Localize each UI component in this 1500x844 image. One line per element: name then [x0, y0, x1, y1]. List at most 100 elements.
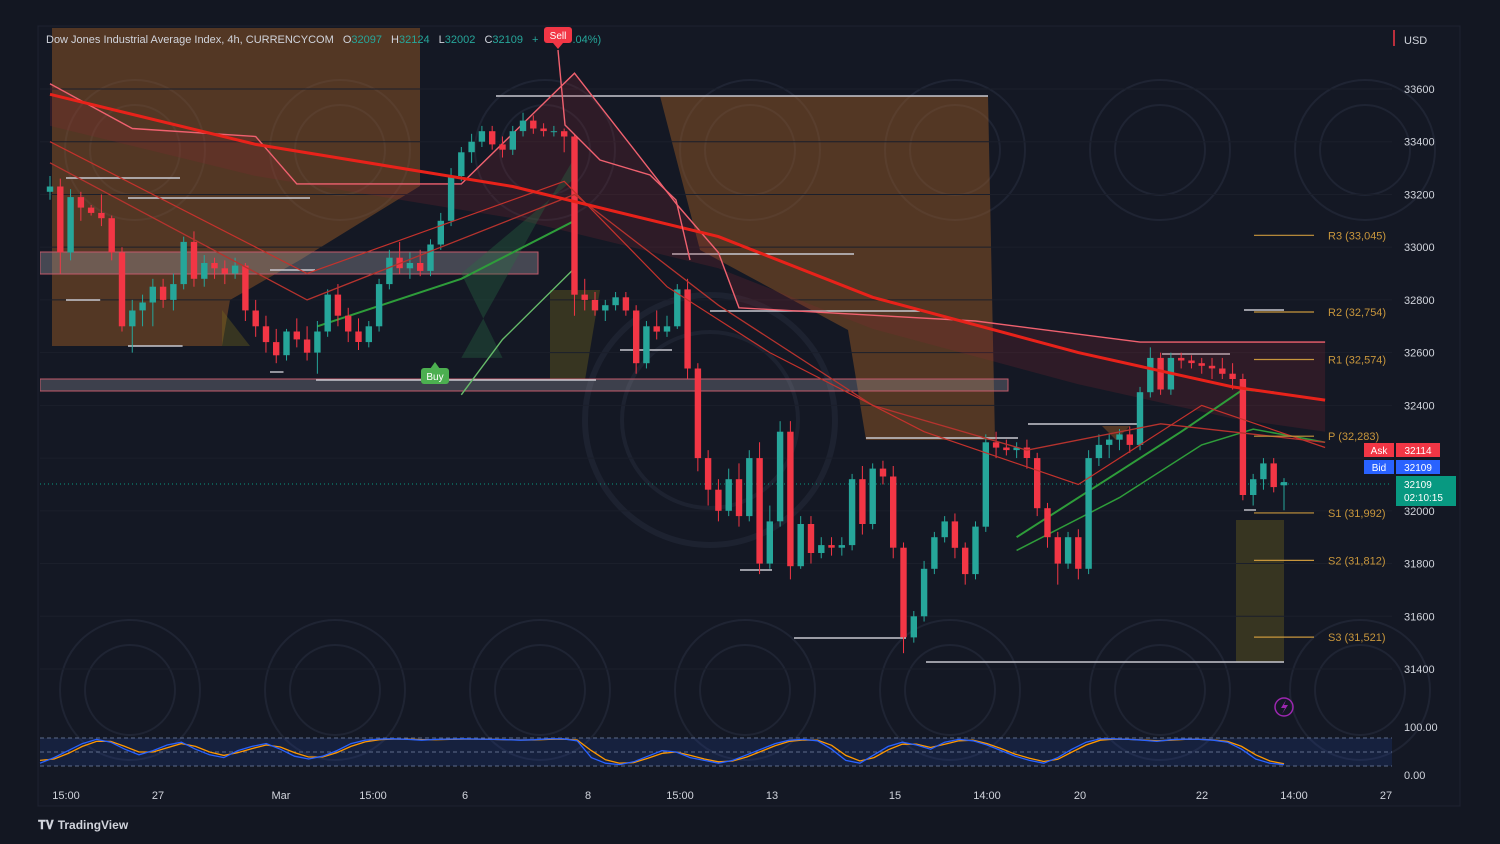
candle-body-38	[437, 220, 444, 245]
bid-tag: Bid 32109	[1364, 460, 1440, 474]
kill-zone-3	[1236, 520, 1284, 662]
candle-body-78	[848, 479, 856, 546]
candle-body-70	[766, 521, 773, 564]
green-ema-right-2	[1016, 428, 1326, 552]
candle-body-35	[406, 263, 414, 269]
watermark-seal-inner	[89, 104, 181, 196]
candle-body-76	[828, 545, 835, 548]
candle-body-74	[807, 524, 815, 553]
candle-body-0	[46, 186, 54, 192]
candle-body-100	[1075, 537, 1082, 569]
candle-body-64	[704, 458, 712, 490]
grid-layer	[40, 88, 1392, 670]
ask-label: Ask	[1371, 446, 1389, 457]
candle-body-111	[1188, 360, 1195, 364]
watermark-seal	[1289, 619, 1431, 761]
sell-signal[interactable]: Sell	[544, 27, 572, 49]
ema-slow-line	[49, 92, 1326, 402]
candle-body-102	[1095, 444, 1103, 459]
candle-body-96	[1034, 458, 1041, 509]
lightning-icon[interactable]	[1274, 697, 1294, 717]
watermark-seal-inner	[704, 104, 796, 196]
watermark-seal-inner	[494, 644, 586, 736]
watermark-seal	[1089, 619, 1231, 761]
candle-body-59	[653, 326, 660, 332]
time-tick-4: 6	[462, 790, 468, 802]
candle-body-93	[1003, 447, 1010, 451]
candle-body-27	[324, 294, 331, 332]
pivot-label-0: R3 (33,045)	[1328, 230, 1386, 242]
candle-body-13	[180, 241, 187, 285]
ask-value: 32114	[1404, 446, 1432, 457]
candle-body-77	[838, 545, 845, 548]
candle-body-80	[869, 468, 876, 524]
time-axis[interactable]: 15:00 27 Mar 15:00 6 8 15:00 13 15 14:00 20 22 14:00…	[52, 790, 1392, 802]
candle-body-16	[211, 263, 218, 269]
candle-body-71	[776, 431, 784, 522]
kill-zone-2	[550, 290, 600, 380]
candle-body-9	[139, 302, 146, 311]
candle-body-73	[797, 524, 804, 567]
candle-body-11	[159, 286, 167, 300]
candle-body-29	[345, 315, 352, 332]
candle-body-86	[931, 537, 938, 569]
candle-body-44	[499, 144, 506, 150]
price-tick-9: 31600	[1404, 611, 1435, 623]
ema-mid-line	[49, 162, 1326, 451]
candle-body-68	[746, 458, 753, 517]
price-tick-10: 31400	[1404, 664, 1435, 676]
tradingview-name: TradingView	[57, 818, 129, 832]
open-value: 32097	[351, 34, 382, 46]
pivot-label-2: R1 (32,574)	[1328, 354, 1386, 366]
candle-body-104	[1116, 434, 1123, 440]
candle-body-94	[1013, 447, 1020, 451]
tradingview-branding[interactable]: 𝐓𝐕 TradingView	[38, 818, 128, 833]
candle-body-115	[1229, 373, 1236, 379]
candle-body-54	[602, 305, 609, 311]
candle-body-5	[98, 212, 105, 219]
candle-body-120	[1280, 482, 1288, 486]
pivot-label-6: S3 (31,521)	[1328, 632, 1385, 644]
candle-body-28	[334, 294, 342, 316]
candle-body-101	[1085, 458, 1092, 569]
candle-body-91	[982, 442, 989, 527]
candle-body-57	[633, 310, 640, 364]
candle-body-45	[509, 131, 516, 150]
candle-body-58	[643, 326, 650, 364]
time-tick-8: 15	[889, 790, 901, 802]
price-axis[interactable]: 33600 33400 33200 33000 32800 32600 32400 32000…	[1404, 84, 1435, 676]
high-label: H	[391, 34, 399, 46]
change-percent: .04%)	[572, 34, 602, 46]
candle-body-47	[530, 120, 537, 129]
candle-body-51	[571, 136, 578, 295]
symbol-legend[interactable]: Dow Jones Industrial Average Index, 4h, …	[46, 34, 601, 46]
candle-body-85	[920, 568, 928, 617]
candle-body-105	[1126, 434, 1133, 445]
candle-body-60	[663, 326, 671, 332]
plot-frame	[37, 25, 1461, 807]
candle-body-116	[1239, 379, 1247, 495]
candle-body-40	[458, 152, 465, 176]
candle-body-10	[149, 286, 156, 303]
candle-body-43	[489, 131, 496, 145]
candle-body-36	[417, 263, 424, 271]
candle-body-19	[242, 265, 249, 311]
candle-body-87	[941, 521, 948, 538]
candle-body-95	[1023, 447, 1031, 458]
osc-k-line	[39, 738, 1285, 766]
sell-label: Sell	[550, 31, 567, 42]
bid-label: Bid	[1372, 463, 1386, 474]
candles-layer	[46, 112, 1288, 654]
watermark-seal-inner	[1319, 104, 1411, 196]
candle-body-98	[1054, 537, 1061, 564]
watermark-seal-inner	[1114, 644, 1206, 736]
watermark-seal	[1294, 79, 1436, 221]
candle-body-113	[1208, 365, 1216, 369]
pivot-label-1: R2 (32,754)	[1328, 307, 1386, 319]
buy-signal[interactable]: Buy	[421, 362, 449, 384]
kill-zone-layer	[52, 28, 1284, 662]
watermark-seal	[59, 619, 201, 761]
watermark-seal	[1089, 79, 1231, 221]
ema-layer	[49, 49, 1326, 486]
